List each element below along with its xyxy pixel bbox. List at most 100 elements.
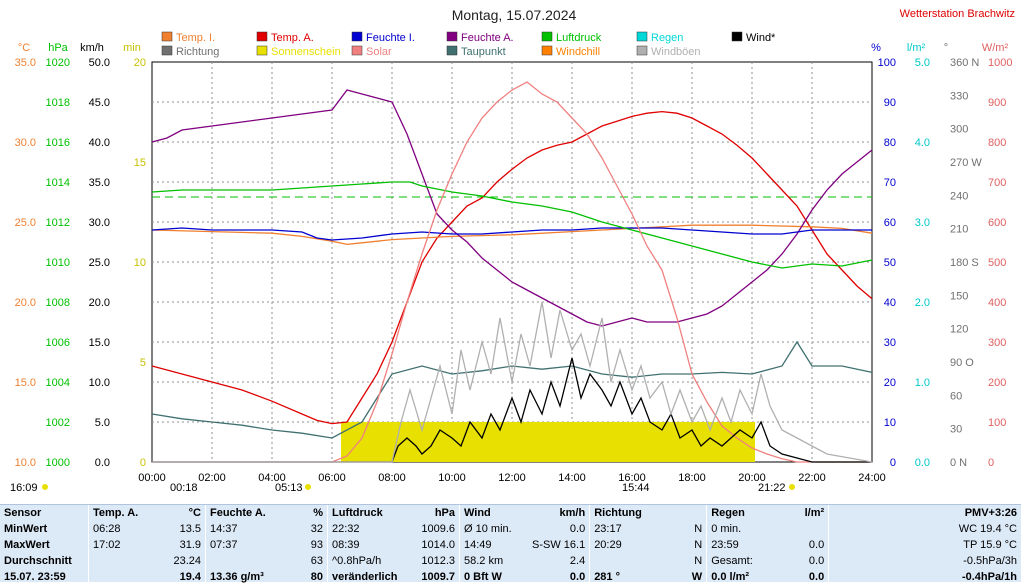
- chart-svg: Montag, 15.07.2024 Wetterstation Brachwit…: [10, 7, 1015, 494]
- stats-cell: N: [694, 555, 703, 567]
- wind-tick-label: 20.0: [89, 297, 110, 309]
- pressure-tick-label: 1018: [46, 97, 70, 109]
- direction-tick-label: 90 O: [950, 357, 974, 369]
- stats-cell: 63: [310, 555, 323, 567]
- humidity-tick-label: 80: [884, 137, 896, 149]
- x-tick-label: 22:00: [798, 472, 826, 484]
- series-line-solar: [152, 81, 872, 463]
- series-line-taupunkt: [151, 340, 873, 439]
- solar-tick-label: 900: [988, 97, 1006, 109]
- axis-unit-label: °C: [18, 42, 30, 54]
- solar-tick-label: 300: [988, 337, 1006, 349]
- x-tick-label: 10:00: [438, 472, 466, 484]
- stats-cell: 58.2 km: [459, 553, 528, 569]
- sunrise-dot-icon: [305, 484, 311, 490]
- stats-cell: N: [694, 539, 703, 551]
- pressure-tick-label: 1020: [46, 57, 70, 69]
- stats-header-cell: [678, 505, 707, 521]
- stats-row-max: MaxWert 17:02 31.9 07:37 93 08:39 1014.0…: [0, 537, 1021, 553]
- stats-cell: 23:59: [706, 537, 781, 553]
- humidity-tick-label: 10: [884, 417, 896, 429]
- legend-label: Richtung: [176, 46, 219, 58]
- stats-header-cell: %: [313, 507, 323, 519]
- stats-header-cell: Sensor: [4, 507, 42, 519]
- stats-header-cell: km/h: [559, 507, 586, 519]
- stats-header-cell: l/m²: [804, 507, 825, 519]
- legend-label: Wind*: [746, 32, 776, 44]
- legend-label: Temp. I.: [176, 32, 215, 44]
- temp-tick-label: 30.0: [15, 137, 36, 149]
- stats-cell: MinWert: [4, 523, 48, 535]
- series-line-temp-a-: [151, 110, 873, 425]
- legend-swatch: [351, 31, 363, 42]
- minutes-tick-label: 15: [134, 157, 146, 169]
- wind-tick-label: 40.0: [89, 137, 110, 149]
- legend-swatch: [541, 31, 553, 42]
- humidity-tick-label: 20: [884, 377, 896, 389]
- x-tick-label: 12:00: [498, 472, 526, 484]
- direction-tick-label: 270 W: [950, 157, 982, 169]
- stats-cell: 22:32: [327, 521, 411, 537]
- pressure-tick-label: 1006: [46, 337, 70, 349]
- stats-cell: 19.4: [179, 571, 201, 583]
- legend-swatch: [446, 45, 458, 56]
- stats-cell: MaxWert: [4, 539, 50, 551]
- stats-cell: 0.0: [808, 555, 825, 567]
- legend-swatch: [636, 31, 648, 42]
- legend-label: Temp. A.: [271, 32, 314, 44]
- series-line-windb-en: [152, 301, 873, 463]
- legend-label: Sonnenschein: [271, 46, 341, 58]
- axis-unit-label: hPa: [48, 42, 68, 54]
- direction-tick-label: 120: [950, 324, 968, 336]
- legend-swatch: [351, 45, 363, 56]
- rain-tick-label: 1.0: [915, 377, 930, 389]
- x-tick-label: 18:00: [678, 472, 706, 484]
- minutes-tick-label: 0: [140, 457, 146, 469]
- legend-swatch: [256, 31, 268, 42]
- temp-tick-label: 10.0: [15, 457, 36, 469]
- solar-tick-label: 800: [988, 137, 1006, 149]
- axis-unit-label: km/h: [80, 42, 104, 54]
- stats-cell: 0.0: [569, 571, 586, 583]
- stats-cell: ^0.8hPa/h: [327, 553, 411, 569]
- solar-tick-label: 700: [988, 177, 1006, 189]
- stats-cell: veränderlich: [327, 569, 411, 585]
- minutes-tick-label: 20: [134, 57, 146, 69]
- wind-tick-label: 15.0: [89, 337, 110, 349]
- x-tick-label: 06:00: [318, 472, 346, 484]
- humidity-tick-label: 0: [890, 457, 896, 469]
- stats-cell: 13.36 g/m³: [205, 569, 289, 585]
- wind-tick-label: 0.0: [95, 457, 110, 469]
- axis-unit-label: l/m²: [907, 42, 926, 54]
- temp-tick-label: 15.0: [15, 377, 36, 389]
- stats-cell: S-SW 16.1: [532, 539, 586, 551]
- weather-chart: Montag, 15.07.2024 Wetterstation Brachwit…: [10, 7, 1015, 494]
- x-tick-label: 24:00: [858, 472, 886, 484]
- stats-cell: 14:49: [459, 537, 528, 553]
- legend-swatch: [161, 31, 173, 42]
- stats-cell: 1009.6: [421, 523, 455, 535]
- stats-cell: 1009.7: [421, 571, 455, 583]
- axis-unit-label: °: [944, 42, 948, 54]
- legend-swatch: [256, 45, 268, 56]
- solar-tick-label: 400: [988, 297, 1006, 309]
- stats-cell: -0.4hPa/1h: [828, 569, 1021, 585]
- wind-tick-label: 5.0: [95, 417, 110, 429]
- stats-cell: N: [694, 523, 703, 535]
- direction-tick-label: 210: [950, 224, 968, 236]
- legend-label: Luftdruck: [556, 32, 602, 44]
- legend-label: Windböen: [651, 46, 701, 58]
- x-tick-label: 16:00: [618, 472, 646, 484]
- direction-tick-label: 150: [950, 290, 968, 302]
- stats-cell: 80: [310, 571, 323, 583]
- stats-header-cell: Feuchte A.: [205, 505, 289, 521]
- statistics-table: Sensor Temp. A. °C Feuchte A. % Luftdruc…: [0, 505, 1021, 585]
- axis-unit-label: %: [871, 42, 881, 54]
- legend-swatch: [541, 45, 553, 56]
- humidity-tick-label: 30: [884, 337, 896, 349]
- stats-row-current: 15.07. 23:59 19.4 13.36 g/m³ 80 veränder…: [0, 569, 1021, 585]
- humidity-tick-label: 40: [884, 297, 896, 309]
- sunshine-bar: [341, 422, 755, 462]
- stats-header-cell: °C: [188, 507, 201, 519]
- humidity-tick-label: 90: [884, 97, 896, 109]
